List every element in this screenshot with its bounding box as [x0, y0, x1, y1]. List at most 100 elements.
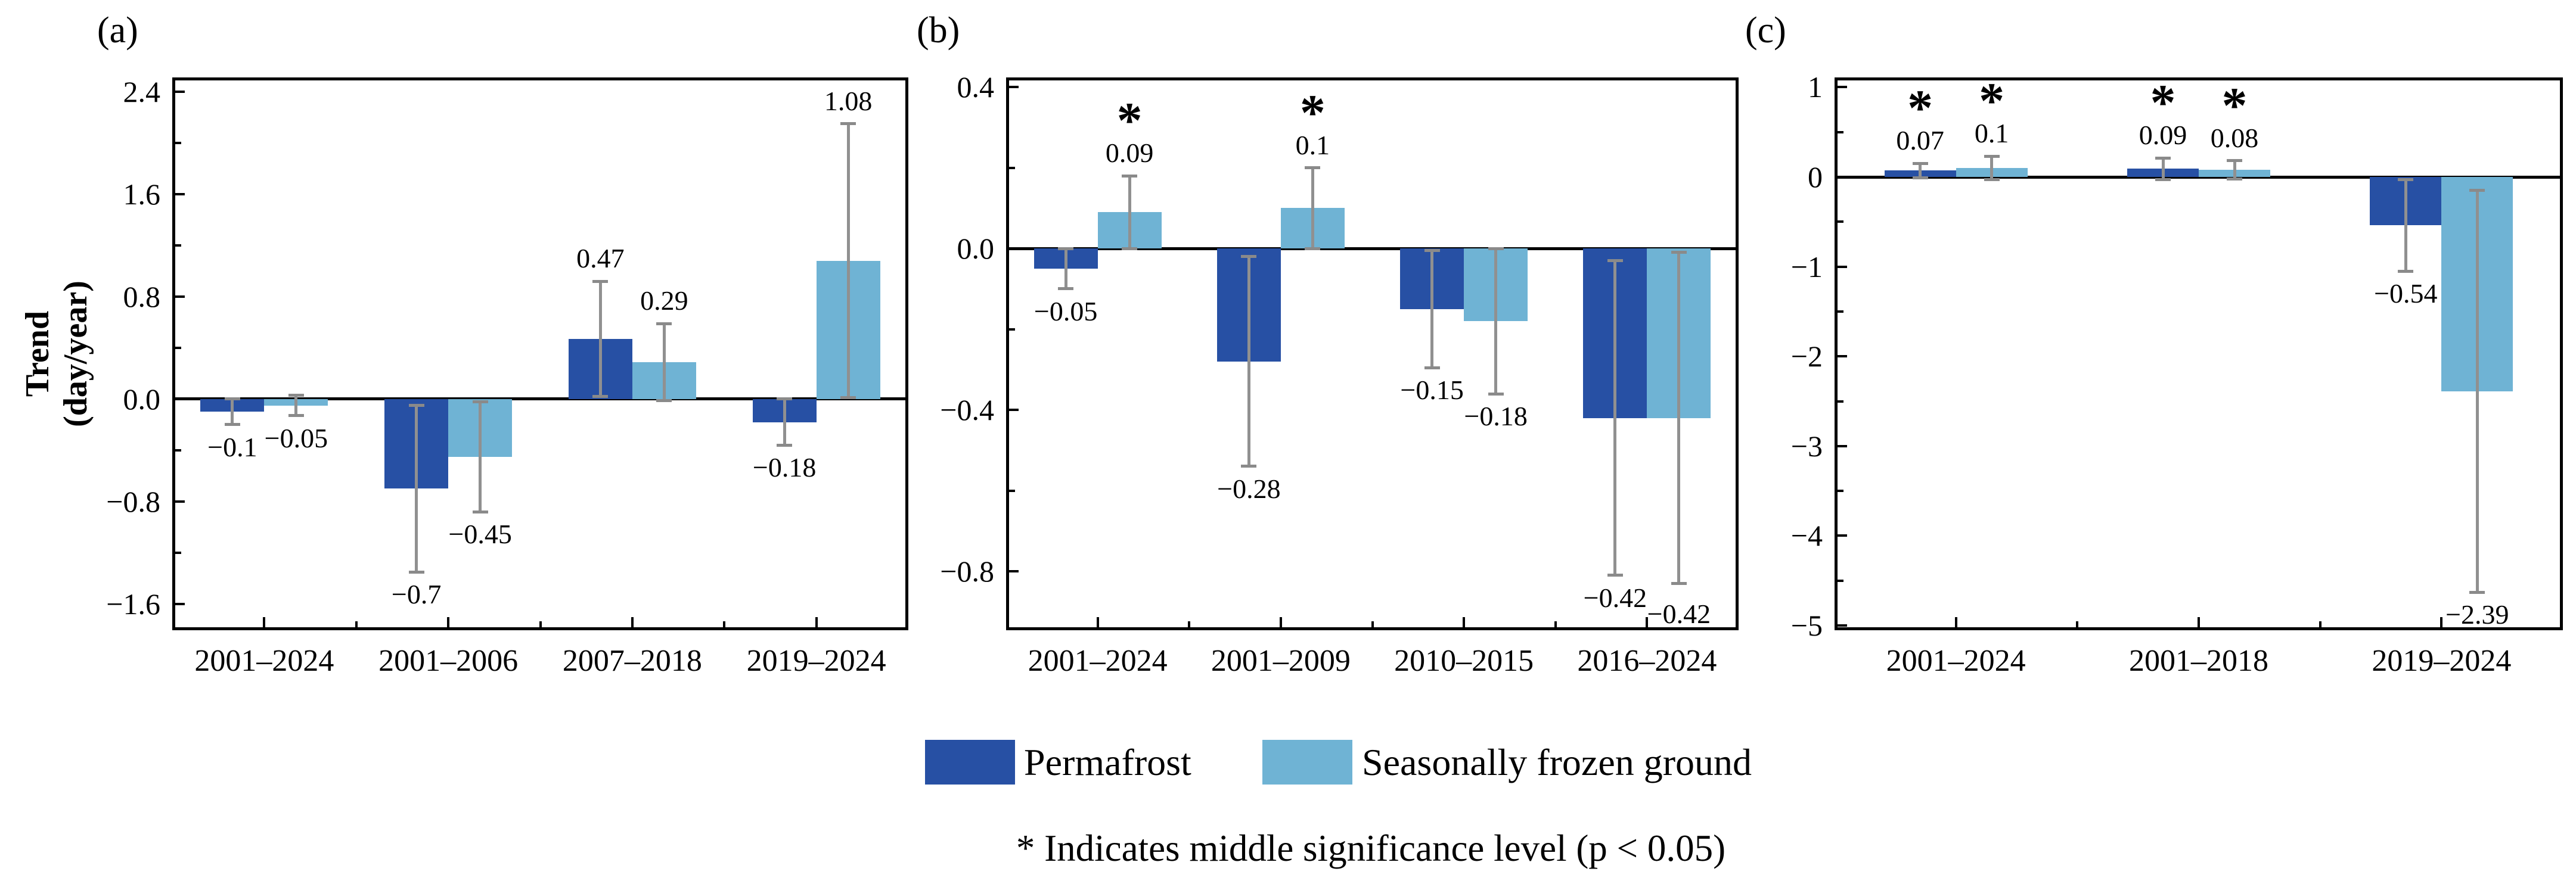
axis-bottom [1006, 627, 1739, 630]
y-tick-label: −1.6 [106, 587, 160, 621]
y-major-tick [175, 295, 185, 298]
value-label: −0.18 [752, 452, 817, 483]
error-bar-cap [1305, 247, 1321, 250]
error-bar-cap [224, 423, 240, 427]
error-bar [2475, 190, 2479, 593]
y-minor-tick [1838, 220, 1843, 223]
error-bar-cap [1488, 392, 1504, 396]
x-minor-tick [355, 621, 358, 627]
error-bar-cap [1671, 581, 1687, 585]
y-tick-label: −0.4 [940, 393, 994, 427]
error-bar-cap [1488, 247, 1504, 250]
x-minor-tick [723, 621, 726, 627]
y-tick-label: 1 [1808, 70, 1823, 104]
x-major-tick [1646, 617, 1649, 627]
error-bar-cap [840, 396, 856, 400]
legend-label-seasonal: Seasonally frozen ground [1362, 741, 1752, 783]
error-bar [1311, 167, 1314, 249]
x-category-label: 2001–2018 [2129, 644, 2268, 678]
error-bar-cap [1305, 166, 1321, 170]
axis-right [1736, 77, 1739, 630]
panel-b: 0.4 0.0 −0.4 −0.8 2001–2024 2001–2009 2010–201… [940, 70, 1739, 678]
x-category-label: 2001–2024 [1886, 644, 2026, 678]
y-major-tick [175, 91, 185, 94]
value-label: 0.09 [1105, 138, 1154, 169]
error-bar [1128, 176, 1131, 249]
y-minor-tick [1838, 490, 1843, 493]
y-major-tick [1838, 444, 1847, 447]
zero-line [1835, 175, 2563, 179]
significance-asterisk: * [1907, 79, 1933, 137]
x-category-label: 2001–2024 [194, 644, 334, 678]
error-bar-cap [2398, 178, 2414, 182]
y-tick-label: −1 [1790, 250, 1823, 284]
error-bar-cap [2469, 189, 2485, 192]
y-tick-label: 0.8 [123, 280, 161, 314]
y-tick-label: 2.4 [123, 75, 161, 109]
y-minor-tick [1009, 328, 1015, 331]
error-bar-cap [1241, 255, 1257, 259]
y-minor-tick [175, 551, 181, 554]
error-bar [1613, 260, 1617, 575]
error-bar-cap [2155, 156, 2171, 160]
error-bar [1677, 252, 1681, 584]
axis-left [1835, 77, 1838, 630]
y-tick-label: −2 [1790, 340, 1823, 373]
x-category-label: 2019–2024 [2372, 644, 2512, 678]
error-bar-cap [1122, 247, 1138, 250]
error-bar-cap [1671, 251, 1687, 254]
significance-asterisk: * [1979, 72, 2005, 130]
y-major-tick [1838, 355, 1847, 358]
value-label: −0.28 [1217, 473, 1281, 504]
x-minor-tick [1188, 621, 1191, 627]
error-bar-cap [1241, 465, 1257, 468]
value-label: 0.07 [1896, 125, 1944, 156]
error-bar-cap [408, 404, 424, 407]
value-label: 0.09 [2139, 120, 2187, 151]
error-bar-cap [1912, 161, 1928, 165]
value-label: 0.08 [2210, 122, 2259, 153]
significance-asterisk: * [1116, 92, 1143, 150]
error-bar-cap [777, 443, 793, 447]
error-bar [1919, 163, 1922, 178]
error-bar [2161, 158, 2165, 180]
error-bar [846, 123, 850, 398]
error-bar-cap [1424, 366, 1440, 369]
error-bar-cap [472, 400, 488, 403]
y-minor-tick [1838, 400, 1843, 403]
value-label: −0.45 [448, 519, 512, 550]
error-bar-cap [1984, 154, 2000, 158]
x-category-label: 2007–2018 [562, 644, 702, 678]
x-category-label: 2016–2024 [1577, 644, 1717, 678]
legend-swatch-permafrost [925, 740, 1015, 785]
y-major-tick [1838, 534, 1847, 537]
error-bar-cap [1058, 247, 1074, 250]
error-bar [783, 399, 786, 446]
value-label: 0.1 [1295, 129, 1330, 160]
zero-line [1006, 247, 1739, 250]
error-bar-cap [2469, 590, 2485, 594]
x-category-label: 2010–2015 [1394, 644, 1534, 678]
y-minor-tick [175, 244, 181, 247]
y-major-tick [1838, 624, 1847, 627]
error-bar-cap [288, 394, 304, 397]
value-label: −0.05 [264, 422, 328, 453]
error-bar [1064, 248, 1067, 289]
x-minor-tick [1554, 621, 1557, 627]
value-label: −0.05 [1033, 295, 1098, 326]
legend-label-permafrost: Permafrost [1024, 741, 1191, 783]
y-major-tick [1009, 86, 1019, 89]
significance-asterisk: * [1299, 83, 1326, 141]
y-minor-tick [1838, 310, 1843, 313]
panel-a-title: (a) [97, 10, 138, 51]
y-minor-tick [1009, 489, 1015, 492]
error-bar-cap [1122, 174, 1138, 178]
error-bar [598, 281, 602, 397]
axis-right [905, 77, 908, 630]
axis-left [1006, 77, 1009, 630]
error-bar-cap [592, 395, 609, 399]
error-bar-cap [1984, 178, 2000, 182]
error-bar-cap [656, 399, 672, 402]
error-bar [415, 405, 418, 572]
error-bar [479, 401, 482, 512]
